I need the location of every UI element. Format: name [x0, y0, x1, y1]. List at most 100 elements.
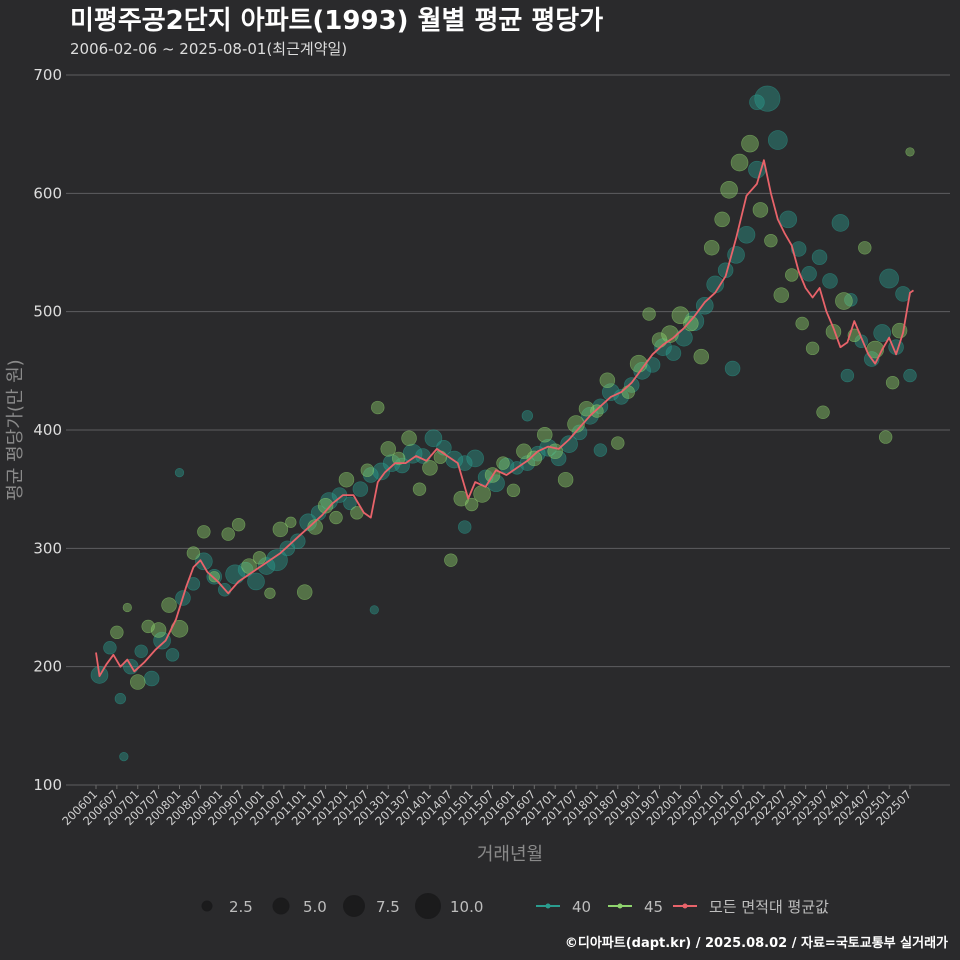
legend-size-label: 7.5 — [376, 898, 400, 916]
data-point — [265, 549, 288, 572]
data-point — [879, 268, 899, 289]
data-point — [197, 525, 211, 539]
legend-key-dot — [617, 903, 623, 909]
data-point — [458, 520, 472, 534]
legend-size-marker — [201, 900, 213, 912]
data-point — [578, 400, 595, 417]
data-point — [621, 385, 635, 399]
scatter-points — [90, 85, 917, 762]
data-point — [560, 435, 578, 454]
data-point — [231, 517, 246, 532]
data-point — [703, 240, 720, 256]
chart-title: 미평주공2단지 아파트(1993) 월별 평균 평당가 — [70, 6, 603, 36]
data-point — [473, 485, 491, 503]
data-point — [360, 463, 375, 477]
data-point — [822, 273, 838, 289]
data-point — [557, 471, 574, 488]
legend-size-marker — [272, 897, 290, 915]
data-point — [521, 410, 534, 422]
data-point — [805, 341, 820, 356]
legend: 2.5 5.0 7.5 10.0 40 45 모든 면적대 평균값 — [201, 893, 829, 919]
data-point — [611, 436, 625, 450]
data-point — [724, 360, 741, 377]
data-point — [299, 513, 317, 532]
data-point — [412, 482, 427, 496]
data-point — [290, 533, 306, 549]
data-point — [749, 94, 765, 110]
data-point — [252, 551, 267, 565]
data-point — [433, 450, 448, 464]
data-point — [161, 597, 177, 613]
gridlines — [66, 74, 950, 786]
legend-size-marker — [415, 893, 441, 919]
data-point — [369, 605, 379, 615]
data-point — [642, 307, 656, 321]
y-tick-label: 300 — [33, 539, 62, 557]
y-tick-label: 400 — [33, 421, 62, 439]
data-point — [773, 287, 790, 303]
data-point — [816, 405, 830, 419]
data-point — [264, 587, 276, 599]
data-point — [593, 443, 608, 457]
data-point — [329, 510, 343, 525]
series-line-average — [95, 159, 914, 677]
data-point — [752, 202, 769, 218]
data-point — [119, 751, 129, 762]
data-point — [905, 147, 915, 157]
data-point — [129, 674, 146, 690]
data-point — [885, 375, 900, 390]
legend-size-marker — [343, 895, 365, 917]
data-point — [811, 249, 828, 265]
data-point — [307, 519, 323, 535]
data-point — [506, 483, 521, 498]
data-point — [296, 584, 313, 600]
data-point — [878, 430, 893, 444]
data-point — [873, 324, 891, 342]
data-point — [825, 324, 842, 340]
data-point — [526, 450, 543, 467]
data-point — [795, 316, 809, 331]
legend-series-label: 45 — [644, 898, 663, 916]
data-point — [272, 521, 289, 538]
data-point — [338, 471, 355, 488]
y-axis-ticks: 100 200 300 400 500 600 700 — [33, 66, 62, 794]
data-point — [714, 211, 730, 228]
data-point — [536, 426, 553, 443]
data-point — [343, 496, 357, 511]
data-point — [285, 516, 297, 528]
data-point — [208, 571, 220, 583]
data-point — [394, 457, 410, 474]
data-point — [114, 692, 127, 705]
y-tick-label: 100 — [33, 776, 62, 794]
legend-size-label: 5.0 — [303, 898, 327, 916]
data-point — [122, 602, 132, 613]
x-axis-title: 거래년월 — [477, 844, 543, 865]
y-tick-label: 500 — [33, 303, 62, 321]
data-point — [422, 460, 438, 476]
data-point — [779, 210, 798, 229]
data-point — [695, 296, 714, 315]
data-point — [134, 644, 148, 658]
data-point — [186, 546, 201, 560]
data-point — [720, 180, 738, 199]
data-point — [831, 214, 850, 232]
data-point — [150, 622, 167, 638]
data-point — [466, 449, 484, 468]
data-point — [741, 134, 759, 153]
legend-size-label: 10.0 — [450, 898, 483, 916]
data-point — [153, 631, 171, 650]
data-point — [143, 670, 160, 687]
data-point — [424, 429, 443, 448]
data-point — [693, 348, 710, 365]
data-point — [496, 456, 510, 470]
data-point — [174, 468, 185, 478]
data-point — [371, 400, 385, 415]
data-point — [110, 625, 124, 640]
source-credit: ©디아파트(dapt.kr) / 2025.08.02 / 자료=국토교통부 실… — [565, 935, 948, 951]
data-point — [590, 404, 604, 418]
data-point — [221, 527, 235, 541]
y-tick-label: 600 — [33, 184, 62, 202]
data-point — [103, 641, 117, 655]
data-point — [165, 648, 180, 662]
